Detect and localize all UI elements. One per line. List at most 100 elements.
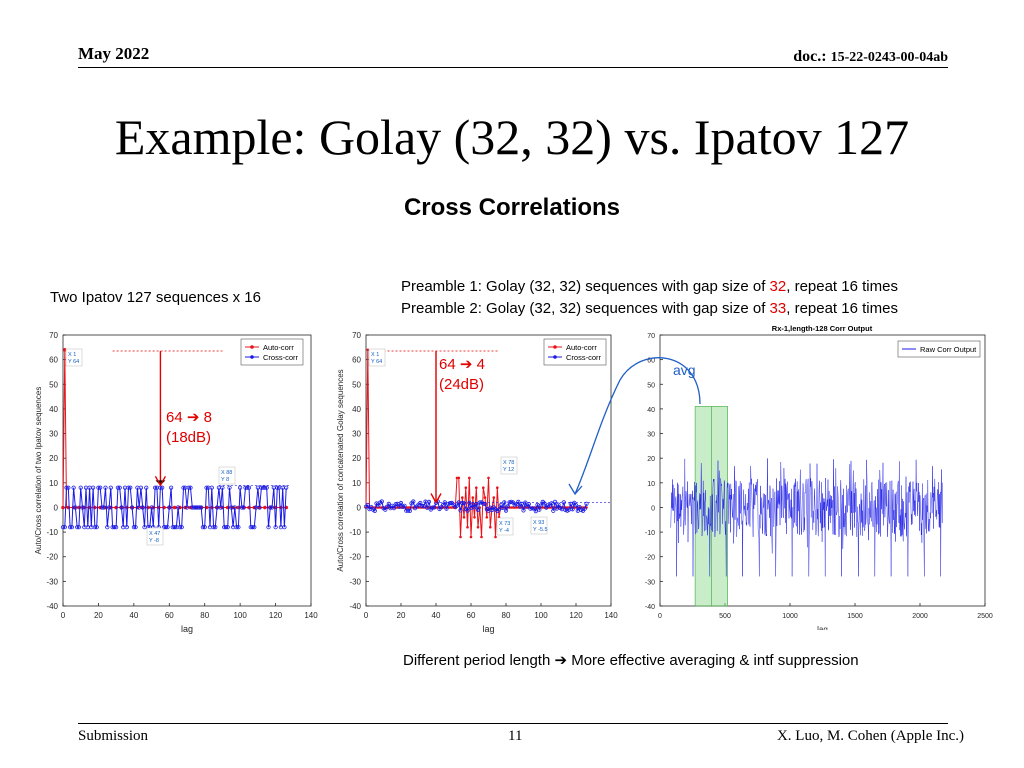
- cross-corr-point: [266, 525, 271, 530]
- cross-corr-point: [153, 485, 158, 490]
- y-tick-label: 40: [49, 405, 58, 414]
- auto-corr-point: [483, 496, 487, 499]
- header-rule: [78, 67, 948, 68]
- cross-corr-point: [71, 485, 76, 490]
- cross-corr-point: [426, 499, 432, 504]
- cross-corr-point: [379, 499, 384, 504]
- cross-corr-point: [96, 485, 101, 490]
- cross-corr-point: [218, 505, 223, 510]
- label-ipatov: Two Ipatov 127 sequences x 16: [50, 289, 261, 306]
- datatip-x: X 73: [499, 521, 510, 527]
- slide-subtitle: Cross Correlations: [403, 194, 621, 221]
- cross-corr-point: [273, 525, 278, 530]
- cross-corr-point: [163, 525, 168, 530]
- cross-corr-point: [465, 508, 470, 513]
- x-tick-label: 120: [569, 611, 583, 620]
- x-tick-label: 2000: [912, 613, 928, 620]
- cross-corr-point: [140, 505, 145, 510]
- y-tick-label: 70: [49, 331, 58, 340]
- cross-corr-point: [238, 485, 243, 490]
- y-tick-label: -30: [46, 577, 58, 586]
- x-tick-label: 100: [534, 611, 548, 620]
- cross-corr-point: [117, 485, 122, 490]
- cross-corr-point: [91, 485, 96, 490]
- y-tick-label: 60: [647, 358, 655, 365]
- auto-corr-point: [480, 535, 483, 539]
- auto-corr-point: [475, 486, 478, 489]
- cross-corr-point: [78, 485, 83, 490]
- x-tick-label: 0: [61, 611, 66, 620]
- cross-corr-point: [223, 525, 229, 530]
- cross-corr-point: [458, 508, 463, 513]
- cross-corr-point: [119, 505, 124, 510]
- legend-entry: Auto-corr: [566, 343, 597, 352]
- y-tick-label: 0: [54, 503, 59, 512]
- cross-corr-point: [75, 525, 80, 530]
- legend-marker: [250, 355, 254, 359]
- cross-corr-point: [167, 505, 172, 510]
- cross-corr-point: [105, 525, 110, 530]
- cross-corr-point: [114, 525, 119, 530]
- cross-corr-point: [213, 525, 218, 530]
- cross-corr-point: [533, 509, 538, 514]
- cross-corr-point: [73, 505, 78, 510]
- cross-corr-point: [115, 485, 121, 490]
- cross-corr-point: [475, 507, 481, 513]
- auto-corr-point: [459, 535, 462, 539]
- chart-ipatov: 0 20 40 60 80 100 120 140 -40 -30 -20 -10 0 10 20 30 40 5…: [34, 331, 318, 634]
- cross-corr-point: [284, 485, 289, 490]
- y-tick-label: 30: [49, 430, 58, 439]
- preamble-2-prefix: Preamble 2: Golay (32, 32) sequences wit…: [401, 300, 770, 317]
- cross-corr-point: [421, 504, 426, 509]
- cross-corr-point: [172, 525, 177, 530]
- header-doc-label: doc.:: [793, 48, 827, 65]
- reduction-arrow-tip: [430, 493, 442, 504]
- cross-corr-point: [99, 505, 105, 510]
- cross-corr-point: [202, 525, 207, 530]
- cross-corr-point: [112, 525, 117, 530]
- cross-corr-point: [234, 525, 239, 530]
- auto-corr-point: [448, 506, 452, 509]
- y-tick-label: -40: [349, 602, 361, 611]
- cross-corr-point: [384, 504, 390, 509]
- x-tick-label: 500: [719, 613, 731, 620]
- cross-corr-point: [570, 507, 575, 512]
- x-tick-label: 1000: [782, 613, 798, 620]
- label-preamble-2: Preamble 2: Golay (32, 32) sequences wit…: [401, 300, 898, 317]
- cross-corr-point: [197, 505, 202, 510]
- datatip-x: X 93: [533, 520, 544, 526]
- y-axis-label: Auto/Cross correlation of two Ipatov seq…: [34, 387, 43, 555]
- plot-area: [62, 334, 312, 607]
- y-tick-label: 10: [647, 481, 655, 488]
- cross-corr-point: [391, 506, 397, 511]
- x-tick-label: 60: [165, 611, 174, 620]
- header-doc-number: 15-22-0243-00-04ab: [830, 50, 948, 65]
- cross-corr-point: [552, 499, 558, 504]
- y-tick-label: 70: [352, 331, 361, 340]
- cross-corr-point: [68, 525, 73, 530]
- cross-corr-point: [130, 505, 135, 510]
- x-tick-label: 0: [364, 611, 369, 620]
- y-tick-label: 0: [357, 503, 362, 512]
- cross-corr-point: [64, 485, 69, 490]
- y-tick-label: 30: [647, 432, 655, 439]
- cross-corr-point: [556, 502, 561, 507]
- cross-corr-point: [582, 506, 587, 511]
- reduction-arrow-tip: [154, 475, 167, 487]
- y-tick-label: -40: [645, 604, 655, 611]
- cross-corr-point: [530, 506, 535, 511]
- legend-marker: [553, 355, 557, 359]
- cross-corr-point: [523, 500, 528, 505]
- cross-corr-point: [245, 485, 250, 490]
- preamble-1-suffix: , repeat 16 times: [786, 278, 898, 295]
- cross-corr-point: [236, 525, 241, 530]
- y-tick-label: 20: [647, 456, 655, 463]
- cross-corr-point: [177, 525, 182, 530]
- cross-corr-point: [107, 505, 112, 510]
- datatip-y: Y 64: [371, 359, 382, 365]
- y-tick-label: 0: [651, 505, 655, 512]
- y-tick-label: -40: [46, 602, 58, 611]
- auto-corr-point: [476, 525, 480, 529]
- datatip-y: Y -4: [499, 528, 509, 534]
- auto-corr-point: [489, 525, 492, 529]
